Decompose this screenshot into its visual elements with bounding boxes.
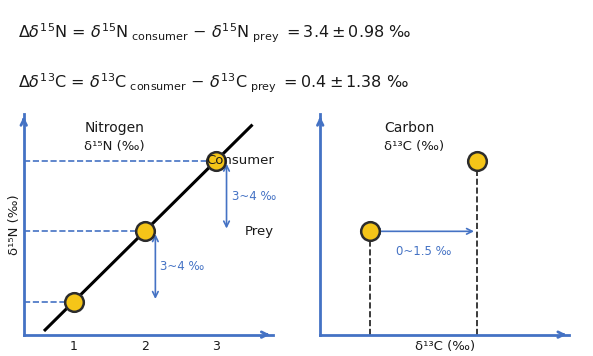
Text: Nitrogen: Nitrogen bbox=[84, 121, 144, 135]
Text: $\Delta\delta^{15}$N = $\delta^{15}$N$_{\sf\ consumer}$ $-$ $\delta^{15}$N$_{\sf: $\Delta\delta^{15}$N = $\delta^{15}$N$_{… bbox=[18, 22, 411, 45]
Text: δ¹⁵N (‰): δ¹⁵N (‰) bbox=[84, 140, 145, 153]
Text: 3~4 ‰: 3~4 ‰ bbox=[231, 190, 276, 203]
X-axis label: δ¹³C (‰): δ¹³C (‰) bbox=[415, 340, 475, 353]
Point bbox=[472, 158, 482, 164]
Point bbox=[211, 158, 221, 164]
Point bbox=[69, 299, 78, 305]
Y-axis label: δ¹⁵N (‰): δ¹⁵N (‰) bbox=[8, 194, 21, 255]
Text: 3~4 ‰: 3~4 ‰ bbox=[160, 260, 205, 273]
Text: 0~1.5 ‰: 0~1.5 ‰ bbox=[396, 245, 451, 258]
Text: Carbon: Carbon bbox=[384, 121, 435, 135]
Text: Prey: Prey bbox=[245, 225, 274, 238]
Text: Consumer: Consumer bbox=[206, 155, 274, 167]
Point bbox=[365, 229, 375, 234]
Text: δ¹³C (‰): δ¹³C (‰) bbox=[384, 140, 444, 153]
Text: $\Delta\delta^{13}$C = $\delta^{13}$C$_{\sf\ consumer}$ $-$ $\delta^{13}$C$_{\sf: $\Delta\delta^{13}$C = $\delta^{13}$C$_{… bbox=[18, 72, 409, 95]
Point bbox=[140, 229, 149, 234]
